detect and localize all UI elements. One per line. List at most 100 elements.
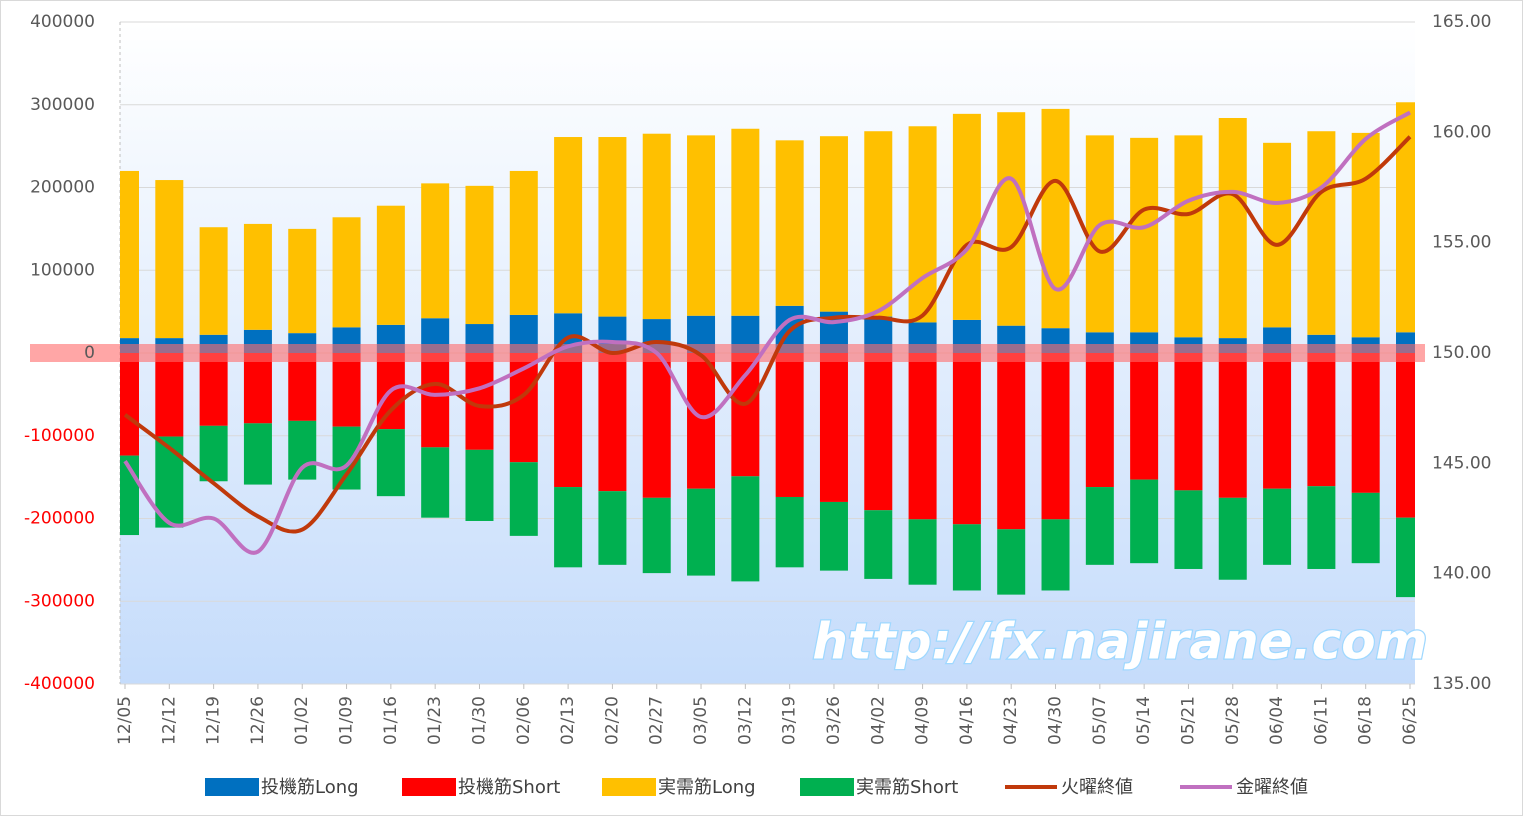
bar	[155, 353, 184, 437]
line	[123, 110, 1412, 555]
x-tick-label: 01/02	[292, 696, 312, 745]
y2-tick-label: 135.00	[1432, 674, 1491, 694]
y-tick-label: 300000	[30, 95, 95, 115]
legend-swatch	[800, 778, 854, 796]
bar	[731, 476, 760, 582]
bar	[554, 137, 583, 314]
bar	[1218, 497, 1247, 580]
bar	[509, 462, 538, 536]
x-tick-label: 04/09	[913, 696, 933, 745]
bar	[1041, 108, 1070, 329]
x-tick-label: 12/26	[248, 696, 268, 745]
legend-label: 投機筋Short	[458, 777, 560, 798]
bar	[120, 170, 139, 339]
bars	[120, 102, 1415, 598]
x-tick-label: 05/07	[1090, 696, 1110, 745]
labels: -400000 -300000 -200000 -100000 0 100000 20000…	[24, 12, 1492, 798]
y-tick-label: 400000	[30, 12, 95, 32]
legend-label: 実需筋Long	[658, 777, 756, 798]
bar	[332, 353, 361, 427]
bar	[598, 491, 627, 565]
bar	[1263, 142, 1292, 328]
bar	[243, 223, 272, 330]
bar	[687, 135, 716, 316]
x-tick-label: 05/21	[1178, 696, 1198, 745]
bar	[952, 113, 981, 320]
x-tick-label: 06/11	[1311, 696, 1331, 745]
bar	[775, 496, 804, 568]
y-tick-label: 100000	[30, 260, 95, 280]
legend-label: 金曜終値	[1236, 777, 1308, 798]
y2-tick-label: 165.00	[1432, 12, 1491, 32]
bar	[243, 423, 272, 485]
bar	[199, 425, 228, 482]
x-tick-label: 04/30	[1046, 696, 1066, 745]
bar	[1174, 353, 1203, 491]
bar	[864, 353, 893, 511]
x-tick-label: 06/04	[1267, 696, 1287, 745]
x-tick-label: 05/14	[1134, 696, 1154, 745]
bar	[819, 353, 848, 502]
x-tick-label: 03/12	[735, 696, 755, 745]
bar	[465, 449, 494, 521]
bar	[731, 128, 760, 316]
y-tick-label: -200000	[24, 509, 95, 529]
x-tick-label: 03/26	[824, 696, 844, 745]
legend-label: 火曜終値	[1061, 777, 1133, 798]
bar	[864, 510, 893, 579]
bar	[288, 420, 317, 480]
y-tick-label: -400000	[24, 674, 95, 694]
bar	[1130, 353, 1159, 480]
y-tick-label: 200000	[30, 178, 95, 198]
bar	[819, 136, 848, 312]
line	[123, 135, 1412, 534]
bar	[332, 217, 361, 328]
x-tick-label: 06/18	[1356, 696, 1376, 745]
lines	[123, 110, 1412, 555]
bar	[509, 170, 538, 315]
bar	[642, 133, 671, 320]
bar	[1263, 488, 1292, 565]
bar	[1307, 131, 1336, 335]
bar	[1396, 517, 1415, 598]
bar	[1351, 353, 1380, 493]
x-tick-label: 02/06	[514, 696, 534, 745]
legend-swatch	[402, 778, 456, 796]
bar	[908, 353, 937, 520]
x-tick-label: 01/16	[381, 696, 401, 745]
bar	[1041, 519, 1070, 591]
bar	[1351, 132, 1380, 338]
bar	[1130, 137, 1159, 333]
y-tick-label: -300000	[24, 591, 95, 611]
bar	[642, 353, 671, 498]
x-tick-label: 04/16	[957, 696, 977, 745]
bar	[1174, 135, 1203, 338]
bar	[554, 353, 583, 488]
bar	[952, 524, 981, 591]
x-tick-label: 04/02	[868, 696, 888, 745]
legend-swatch	[205, 778, 259, 796]
bar	[199, 227, 228, 335]
bar	[997, 112, 1026, 326]
bar	[376, 429, 405, 497]
bar	[1130, 479, 1159, 564]
y2-tick-label: 160.00	[1432, 122, 1491, 142]
x-tick-label: 01/30	[469, 696, 489, 745]
bar	[598, 137, 627, 317]
x-tick-label: 06/25	[1400, 696, 1420, 745]
bar	[908, 519, 937, 585]
bar	[1218, 117, 1247, 339]
bar	[1041, 353, 1070, 520]
bar	[1396, 102, 1415, 333]
bar	[421, 183, 450, 319]
bar	[864, 131, 893, 317]
legend-label: 投機筋Long	[261, 777, 359, 798]
bar	[155, 180, 184, 339]
bar	[288, 353, 317, 421]
bar	[908, 126, 937, 323]
x-tick-label: 01/09	[337, 696, 357, 745]
bar	[598, 353, 627, 492]
bar	[288, 228, 317, 334]
bar	[687, 353, 716, 489]
